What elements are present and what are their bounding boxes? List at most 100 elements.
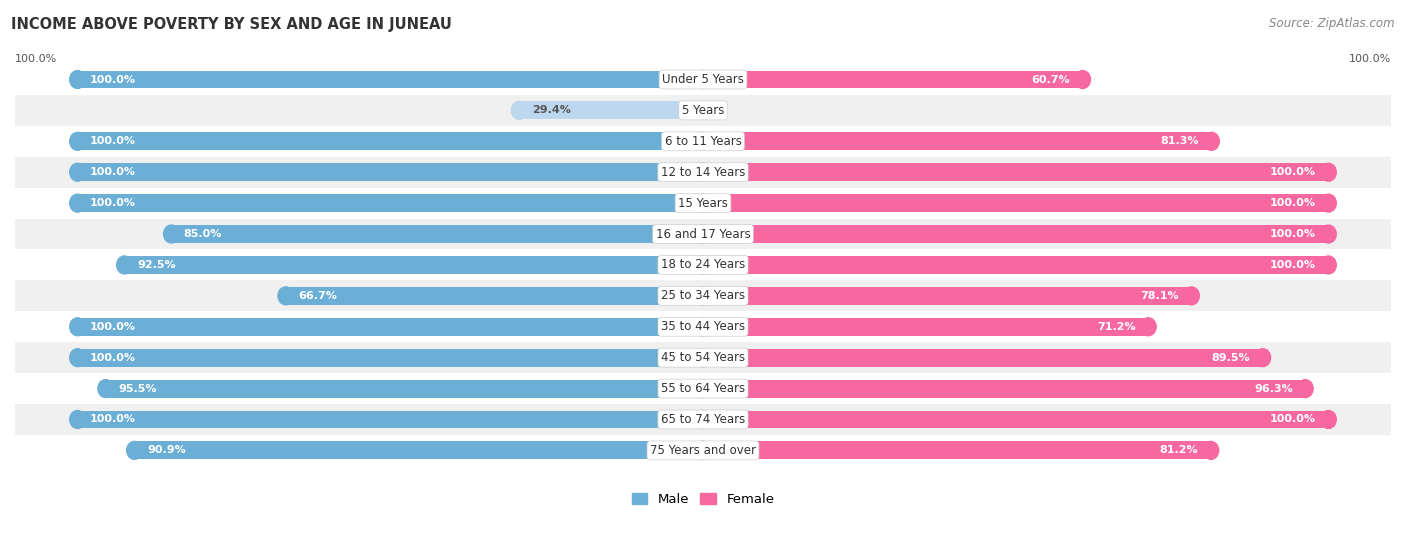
Text: 100.0%: 100.0%	[90, 136, 136, 146]
Ellipse shape	[695, 102, 711, 119]
Ellipse shape	[695, 349, 711, 367]
Ellipse shape	[695, 411, 711, 429]
Ellipse shape	[1256, 349, 1271, 367]
Text: 35 to 44 Years: 35 to 44 Years	[661, 320, 745, 333]
Ellipse shape	[1140, 318, 1156, 336]
Ellipse shape	[695, 411, 711, 429]
Text: Under 5 Years: Under 5 Years	[662, 73, 744, 86]
Ellipse shape	[98, 379, 114, 397]
Bar	[15, 373, 1391, 404]
Bar	[77, 349, 703, 367]
Text: 100.0%: 100.0%	[90, 75, 136, 84]
Bar	[15, 187, 1391, 219]
Text: 5 Years: 5 Years	[682, 104, 724, 117]
Bar	[15, 219, 1391, 249]
Text: 71.2%: 71.2%	[1097, 322, 1136, 332]
Text: 100.0%: 100.0%	[1348, 54, 1391, 64]
Ellipse shape	[695, 287, 711, 305]
Text: 92.5%: 92.5%	[136, 260, 176, 270]
Ellipse shape	[127, 441, 142, 459]
Ellipse shape	[695, 256, 711, 274]
Text: 66.7%: 66.7%	[298, 291, 337, 301]
Text: 100.0%: 100.0%	[1270, 260, 1316, 270]
Ellipse shape	[70, 349, 86, 367]
Text: 81.3%: 81.3%	[1160, 136, 1199, 146]
Bar	[15, 311, 1391, 342]
Ellipse shape	[70, 194, 86, 212]
Text: 55 to 64 Years: 55 to 64 Years	[661, 382, 745, 395]
Bar	[172, 225, 703, 243]
Bar	[77, 318, 703, 336]
Bar	[15, 95, 1391, 126]
Text: 15 Years: 15 Years	[678, 196, 728, 210]
Bar	[15, 64, 1391, 95]
Ellipse shape	[1184, 287, 1199, 305]
Bar	[703, 318, 1149, 336]
Ellipse shape	[695, 441, 711, 459]
Bar	[125, 256, 703, 274]
Ellipse shape	[278, 287, 294, 305]
Ellipse shape	[695, 163, 711, 181]
Ellipse shape	[1320, 194, 1336, 212]
Ellipse shape	[1320, 411, 1336, 429]
Text: 75 Years and over: 75 Years and over	[650, 444, 756, 457]
Bar	[703, 411, 1329, 429]
Bar	[15, 157, 1391, 187]
Bar	[15, 126, 1391, 157]
Text: 85.0%: 85.0%	[184, 229, 222, 239]
Text: 100.0%: 100.0%	[1270, 198, 1316, 208]
Bar	[77, 132, 703, 150]
Ellipse shape	[512, 102, 527, 119]
Text: 100.0%: 100.0%	[90, 198, 136, 208]
Text: 100.0%: 100.0%	[1270, 229, 1316, 239]
Bar	[703, 163, 1329, 181]
Ellipse shape	[1074, 70, 1091, 89]
Ellipse shape	[70, 318, 86, 336]
Text: 100.0%: 100.0%	[1270, 415, 1316, 425]
Ellipse shape	[70, 132, 86, 150]
Ellipse shape	[1320, 163, 1336, 181]
Bar	[703, 287, 1191, 305]
Bar	[105, 379, 703, 397]
Text: 100.0%: 100.0%	[90, 322, 136, 332]
Legend: Male, Female: Male, Female	[626, 488, 780, 512]
Bar	[77, 411, 703, 429]
Ellipse shape	[695, 194, 711, 212]
Ellipse shape	[1320, 256, 1336, 274]
Bar	[15, 435, 1391, 466]
Ellipse shape	[70, 411, 86, 429]
Bar	[15, 404, 1391, 435]
Text: 90.9%: 90.9%	[148, 445, 186, 455]
Ellipse shape	[695, 287, 711, 305]
Bar	[15, 281, 1391, 311]
Ellipse shape	[695, 379, 711, 397]
Text: 45 to 54 Years: 45 to 54 Years	[661, 351, 745, 364]
Ellipse shape	[1204, 132, 1219, 150]
Ellipse shape	[695, 318, 711, 336]
Text: 89.5%: 89.5%	[1212, 353, 1250, 363]
Text: 29.4%: 29.4%	[531, 105, 571, 116]
Ellipse shape	[163, 225, 179, 243]
Ellipse shape	[695, 349, 711, 367]
Bar	[703, 194, 1329, 212]
Bar	[15, 249, 1391, 281]
Ellipse shape	[695, 163, 711, 181]
Bar	[77, 163, 703, 181]
Bar	[15, 342, 1391, 373]
Bar	[135, 441, 703, 459]
Bar	[703, 256, 1329, 274]
Ellipse shape	[1204, 441, 1219, 459]
Ellipse shape	[1320, 225, 1336, 243]
Text: 100.0%: 100.0%	[1270, 167, 1316, 177]
Bar	[285, 287, 703, 305]
Ellipse shape	[70, 70, 86, 89]
Bar	[703, 132, 1212, 150]
Ellipse shape	[695, 70, 711, 89]
Text: 100.0%: 100.0%	[15, 54, 58, 64]
Text: 100.0%: 100.0%	[90, 353, 136, 363]
Ellipse shape	[695, 318, 711, 336]
Text: INCOME ABOVE POVERTY BY SEX AND AGE IN JUNEAU: INCOME ABOVE POVERTY BY SEX AND AGE IN J…	[11, 17, 453, 32]
Ellipse shape	[695, 132, 711, 150]
Text: 16 and 17 Years: 16 and 17 Years	[655, 228, 751, 240]
Bar	[703, 70, 1083, 89]
